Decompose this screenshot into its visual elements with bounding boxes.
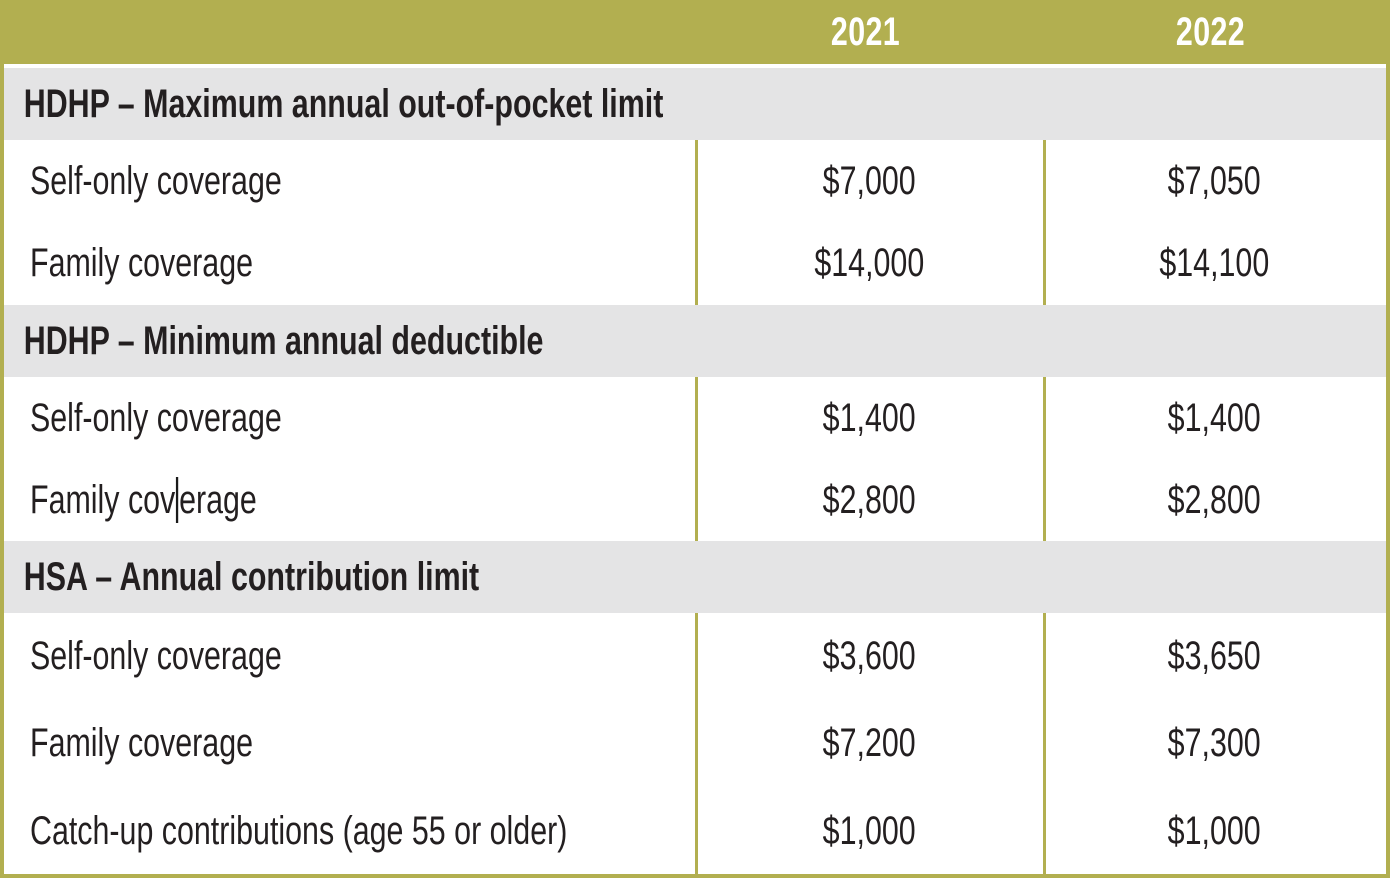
value-cell-2022: $1,400 (1043, 396, 1386, 441)
value-2022: $1,400 (1168, 395, 1261, 440)
section-title: HDHP – Minimum annual deductible (23, 318, 544, 363)
header-year-2022: 2022 (1039, 10, 1382, 55)
value-cell-2022: $3,650 (1043, 634, 1386, 679)
value-2021: $7,000 (822, 158, 916, 203)
section-rows-hdhp-min-deductible: Self-only coverage $1,400 $1,400 Family … (4, 377, 1386, 541)
column-separator (695, 140, 698, 305)
table-row: Family coverage $14,000 $14,100 (4, 223, 1386, 306)
row-label-cell-with-caret[interactable]: Family coverage (4, 477, 695, 523)
row-label: Family coverage (30, 721, 254, 766)
table-row: Self-only coverage $7,000 $7,050 (4, 140, 1386, 223)
header-year-2021: 2021 (691, 10, 1039, 55)
table-border-bottom (0, 874, 1390, 878)
section-header-hdhp-max-oop: HDHP – Maximum annual out-of-pocket limi… (4, 68, 1386, 140)
column-separator (695, 613, 698, 875)
value-cell-2021: $1,400 (695, 396, 1043, 441)
value-cell-2021: $3,600 (695, 634, 1043, 679)
value-cell-2022: $1,000 (1043, 809, 1386, 854)
table-border-right (1386, 64, 1390, 878)
section-header-hsa-contribution: HSA – Annual contribution limit (4, 541, 1386, 613)
row-label: Catch-up contributions (age 55 or older) (30, 808, 568, 853)
row-label: Self-only coverage (30, 634, 282, 679)
table-row: Family coverage $2,800 $2,800 (4, 459, 1386, 541)
row-label: Family coverage (30, 241, 254, 286)
value-cell-2022: $2,800 (1043, 478, 1386, 523)
year-2021-label: 2021 (830, 9, 900, 54)
value-cell-2021: $7,000 (695, 159, 1043, 204)
table-border-left (0, 64, 4, 878)
row-label-cell: Self-only coverage (4, 396, 695, 441)
section-rows-hdhp-max-oop: Self-only coverage $7,000 $7,050 Family … (4, 140, 1386, 305)
header-divider-gap (4, 64, 1386, 68)
value-cell-2021: $1,000 (695, 809, 1043, 854)
row-label-cell: Catch-up contributions (age 55 or older) (4, 809, 695, 854)
row-label: Self-only coverage (30, 395, 282, 440)
table-row: Catch-up contributions (age 55 or older)… (4, 788, 1386, 875)
section-rows-hsa-contribution: Self-only coverage $3,600 $3,650 Family … (4, 613, 1386, 875)
value-2021: $3,600 (822, 634, 916, 679)
value-2022: $3,650 (1168, 634, 1261, 679)
section-header-hdhp-min-deductible: HDHP – Minimum annual deductible (4, 305, 1386, 377)
value-2022: $2,800 (1168, 477, 1261, 522)
column-separator (1043, 613, 1046, 875)
section-title: HSA – Annual contribution limit (23, 554, 480, 599)
column-separator (1043, 140, 1046, 305)
column-separator (695, 377, 698, 541)
value-cell-2021: $2,800 (695, 478, 1043, 523)
row-label: Self-only coverage (30, 158, 282, 203)
year-2022-label: 2022 (1175, 9, 1246, 54)
row-label-cell: Self-only coverage (4, 634, 695, 679)
row-label-cell: Family coverage (4, 721, 695, 766)
row-label: Family coverage (30, 477, 257, 523)
value-2022: $14,100 (1159, 241, 1270, 286)
value-2021: $7,200 (822, 721, 916, 766)
text-cursor (176, 477, 179, 523)
table-row: Family coverage $7,200 $7,300 (4, 700, 1386, 787)
value-2021: $14,000 (814, 241, 924, 286)
row-label-cell: Family coverage (4, 241, 695, 286)
value-2022: $7,300 (1168, 721, 1261, 766)
value-cell-2021: $7,200 (695, 721, 1043, 766)
column-separator (1043, 377, 1046, 541)
table-header-row: 2021 2022 (0, 0, 1390, 64)
table-row: Self-only coverage $1,400 $1,400 (4, 377, 1386, 459)
value-cell-2022: $14,100 (1043, 241, 1386, 286)
value-2022: $1,000 (1168, 808, 1261, 853)
value-cell-2022: $7,050 (1043, 159, 1386, 204)
value-2021: $1,000 (822, 808, 916, 853)
value-cell-2021: $14,000 (695, 241, 1043, 286)
row-label-part-before: Family cov (30, 478, 176, 522)
section-title: HDHP – Maximum annual out-of-pocket limi… (23, 81, 664, 126)
value-2021: $1,400 (822, 395, 916, 440)
row-label-cell: Self-only coverage (4, 159, 695, 204)
row-label-part-after: erage (179, 478, 257, 522)
value-cell-2022: $7,300 (1043, 721, 1386, 766)
table-row: Self-only coverage $3,600 $3,650 (4, 613, 1386, 700)
value-2022: $7,050 (1168, 158, 1261, 203)
value-2021: $2,800 (822, 477, 916, 522)
